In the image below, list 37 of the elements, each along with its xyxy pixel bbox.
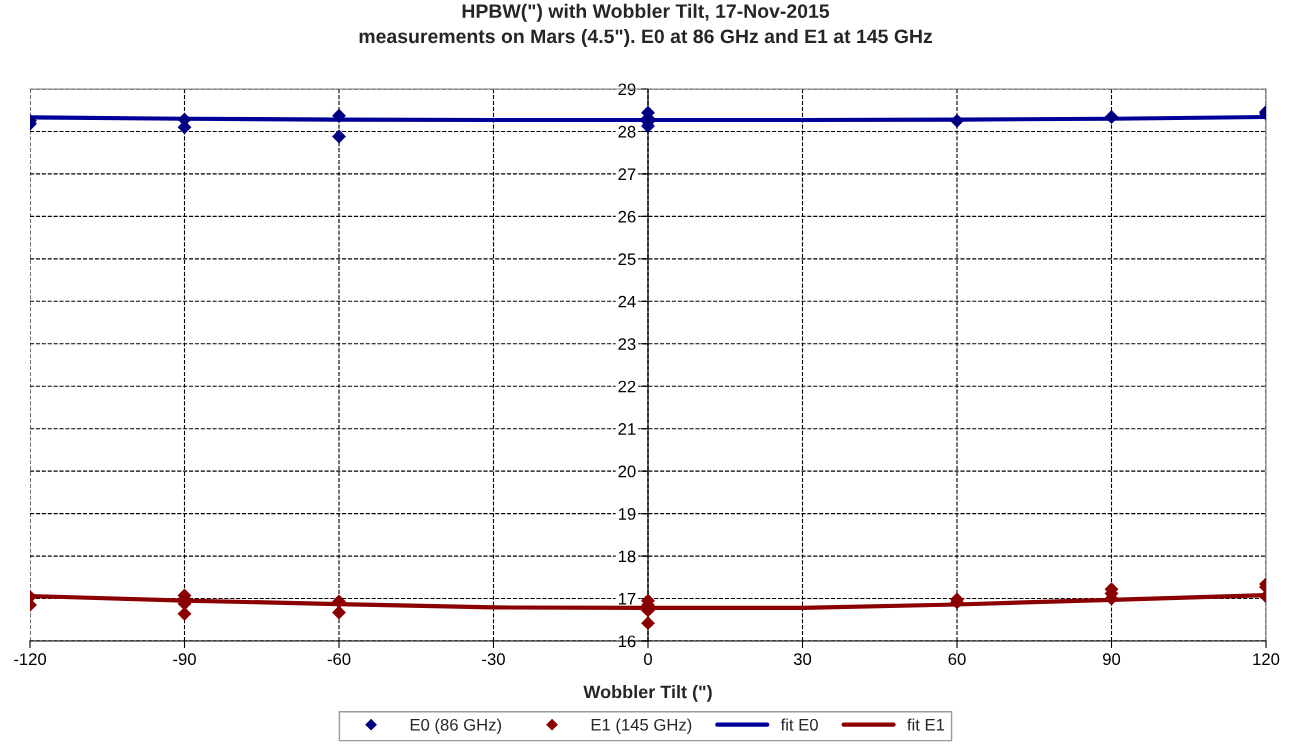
point bbox=[1104, 110, 1119, 124]
x-tick-label: -30 bbox=[482, 653, 505, 666]
y-tick-label: 28 bbox=[618, 125, 636, 138]
point bbox=[332, 108, 346, 123]
y-tick-label: 24 bbox=[618, 295, 636, 308]
x-axis-title: Wobbler Tilt (") bbox=[583, 685, 712, 702]
legend-label: E1 (145 GHz) bbox=[591, 718, 692, 734]
chart-title: HPBW(") with Wobbler Tilt, 17-Nov-2015 measurements on Mars (4.5"). E0 at 86 GHz and E1 at 145 GHz bbox=[359, 3, 933, 48]
y-tick-label: 22 bbox=[618, 380, 636, 393]
x-tick-label: -60 bbox=[327, 653, 351, 666]
point bbox=[332, 594, 346, 609]
x-tick-label: 120 bbox=[1253, 653, 1280, 666]
x-tick-label: 0 bbox=[644, 653, 652, 666]
legend-label: fit E0 bbox=[780, 718, 818, 731]
y-tick-label: 21 bbox=[618, 423, 636, 435]
y-tick-label: 17 bbox=[618, 593, 636, 605]
y-tick-label: 19 bbox=[618, 508, 636, 520]
legend-label: fit E1 bbox=[907, 718, 945, 731]
x-tick-label: -90 bbox=[173, 653, 196, 666]
x-tick-label: -120 bbox=[14, 653, 47, 666]
y-tick-label: 18 bbox=[618, 550, 636, 563]
y-tick-label: 25 bbox=[618, 253, 636, 266]
x-tick-label: 90 bbox=[1103, 653, 1121, 666]
point bbox=[950, 113, 964, 128]
y-tick-label: 27 bbox=[618, 168, 636, 180]
y-tick-label: 29 bbox=[618, 83, 636, 96]
y-tick-label: 23 bbox=[618, 338, 636, 350]
x-tick-label: 60 bbox=[948, 653, 966, 666]
y-tick-label: 20 bbox=[618, 465, 636, 478]
legend-label: E0 (86 GHz) bbox=[410, 718, 502, 734]
point bbox=[641, 616, 655, 631]
y-tick-label: 26 bbox=[618, 210, 636, 223]
point bbox=[177, 606, 192, 621]
point bbox=[332, 605, 346, 620]
y-tick-label: 16 bbox=[618, 635, 636, 648]
point bbox=[332, 129, 346, 144]
x-tick-label: 30 bbox=[793, 653, 812, 666]
